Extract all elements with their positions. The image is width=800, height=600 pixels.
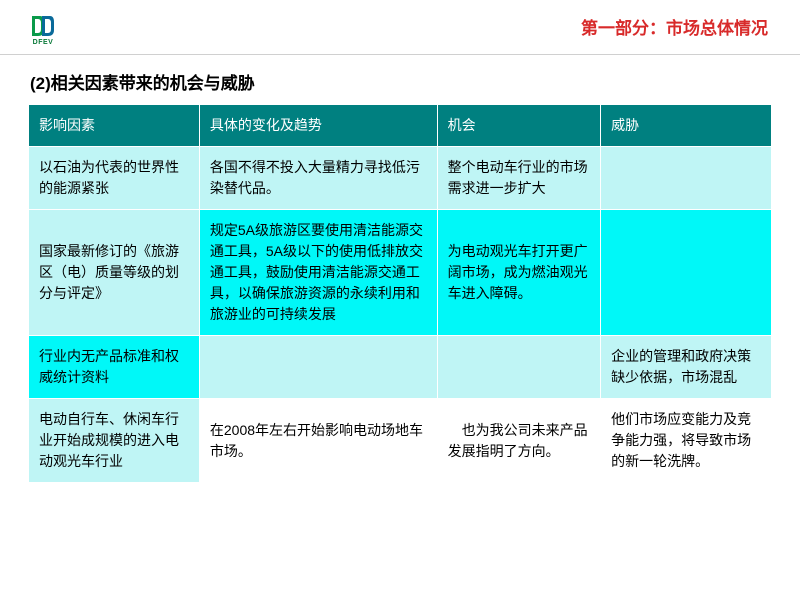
table-row: 行业内无产品标准和权威统计资料 企业的管理和政府决策缺少依据，市场混乱	[29, 336, 772, 399]
cell-threat: 企业的管理和政府决策缺少依据，市场混乱	[601, 336, 772, 399]
cell-opportunity	[437, 336, 600, 399]
table-row: 电动自行车、休闲车行业开始成规模的进入电动观光车行业 在2008年左右开始影响电…	[29, 399, 772, 483]
logo-text: DFEV	[33, 39, 54, 46]
logo-icon	[30, 14, 56, 38]
subtitle: (2)相关因素带来的机会与威胁	[0, 55, 800, 104]
col-header-trend: 具体的变化及趋势	[199, 105, 437, 147]
cell-trend: 在2008年左右开始影响电动场地车市场。	[199, 399, 437, 483]
table-container: 影响因素 具体的变化及趋势 机会 威胁 以石油为代表的世界性的能源紧张 各国不得…	[0, 104, 800, 483]
cell-trend: 各国不得不投入大量精力寻找低污染替代品。	[199, 147, 437, 210]
table-head: 影响因素 具体的变化及趋势 机会 威胁	[29, 105, 772, 147]
header-row: 影响因素 具体的变化及趋势 机会 威胁	[29, 105, 772, 147]
col-header-factor: 影响因素	[29, 105, 200, 147]
swot-table: 影响因素 具体的变化及趋势 机会 威胁 以石油为代表的世界性的能源紧张 各国不得…	[28, 104, 772, 483]
header: DFEV 第一部分：市场总体情况	[0, 0, 800, 55]
cell-opportunity: 也为我公司未来产品发展指明了方向。	[437, 399, 600, 483]
cell-factor: 行业内无产品标准和权威统计资料	[29, 336, 200, 399]
table-row: 以石油为代表的世界性的能源紧张 各国不得不投入大量精力寻找低污染替代品。 整个电…	[29, 147, 772, 210]
cell-factor: 国家最新修订的《旅游区（电）质量等级的划分与评定》	[29, 210, 200, 336]
table-body: 以石油为代表的世界性的能源紧张 各国不得不投入大量精力寻找低污染替代品。 整个电…	[29, 147, 772, 483]
cell-factor: 以石油为代表的世界性的能源紧张	[29, 147, 200, 210]
col-header-threat: 威胁	[601, 105, 772, 147]
logo-d-right	[42, 16, 54, 36]
cell-threat	[601, 210, 772, 336]
table-row: 国家最新修订的《旅游区（电）质量等级的划分与评定》 规定5A级旅游区要使用清洁能…	[29, 210, 772, 336]
cell-factor: 电动自行车、休闲车行业开始成规模的进入电动观光车行业	[29, 399, 200, 483]
cell-threat	[601, 147, 772, 210]
col-header-opportunity: 机会	[437, 105, 600, 147]
logo: DFEV	[30, 14, 56, 46]
cell-threat: 他们市场应变能力及竞争能力强，将导致市场的新一轮洗牌。	[601, 399, 772, 483]
cell-opportunity: 为电动观光车打开更广阔市场，成为燃油观光车进入障碍。	[437, 210, 600, 336]
section-label: 第一部分：市场总体情况	[581, 14, 768, 39]
cell-trend: 规定5A级旅游区要使用清洁能源交通工具，5A级以下的使用低排放交通工具，鼓励使用…	[199, 210, 437, 336]
cell-opportunity: 整个电动车行业的市场需求进一步扩大	[437, 147, 600, 210]
cell-trend	[199, 336, 437, 399]
